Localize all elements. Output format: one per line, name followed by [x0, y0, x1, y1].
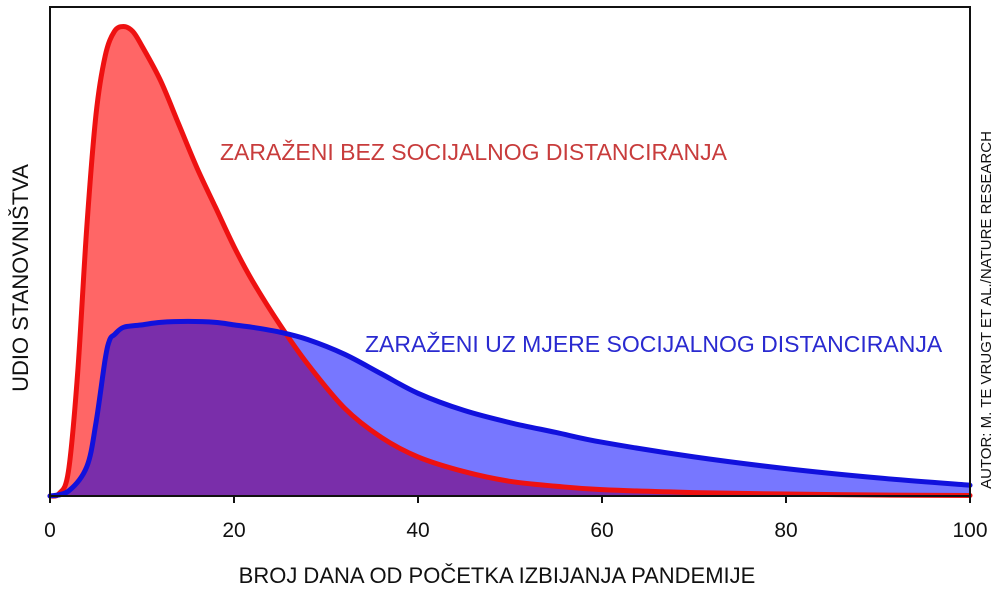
x-tick-label: 100 [952, 519, 987, 542]
x-axis-title: BROJ DANA OD POČETKA IZBIJANJA PANDEMIJE [239, 563, 756, 588]
plot-frame [49, 6, 971, 497]
x-tick-label: 40 [406, 519, 429, 542]
series-label-no-distancing: ZARAŽENI BEZ SOCIJALNOG DISTANCIRANJA [220, 139, 728, 165]
plot-area [47, 24, 973, 499]
x-tick-label: 0 [44, 519, 56, 542]
source-credit: AUTOR: M. TE VRUGT ET AL./NATURE RESEARC… [978, 131, 995, 489]
y-axis-title: UDIO STANOVNIŠTVA [8, 164, 33, 392]
x-tick-label: 60 [590, 519, 613, 542]
series-overlap-area [50, 321, 970, 496]
x-tick-label: 20 [222, 519, 245, 542]
series-label-with-distancing: ZARAŽENI UZ MJERE SOCIJALNOG DISTANCIRAN… [365, 331, 943, 357]
x-tick-label: 80 [774, 519, 797, 542]
series-line-with-distancing [47, 318, 973, 499]
x-axis: 0 20 40 60 80 100 [44, 496, 988, 542]
series-line-no-distancing [47, 24, 973, 499]
